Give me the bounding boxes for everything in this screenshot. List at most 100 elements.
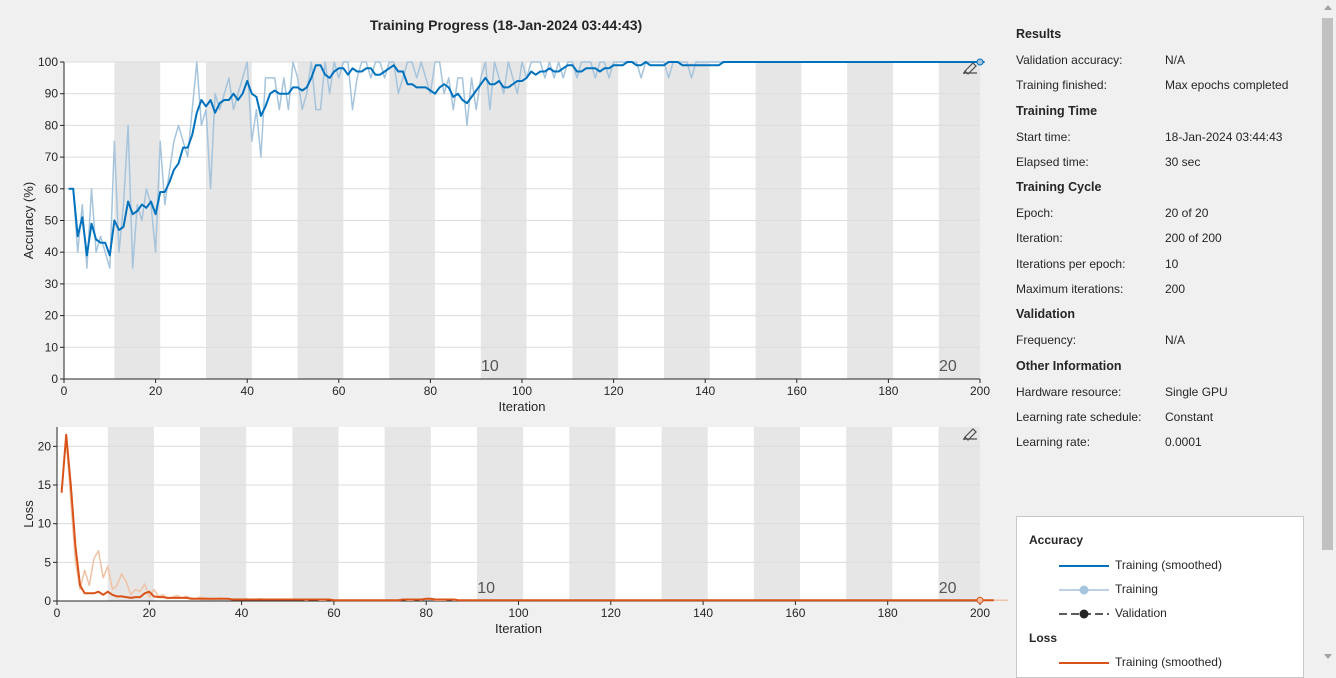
- x-tick-label: 60: [327, 606, 341, 620]
- info-row: Iteration: 200 of 200: [1016, 230, 1316, 255]
- y-axis-label: Accuracy (%): [21, 182, 36, 259]
- results-panel: Results Validation accuracy: N/A Training f…: [1016, 26, 1316, 460]
- legend-item-label: Training (smoothed): [1115, 655, 1222, 669]
- info-label: Iteration:: [1016, 231, 1063, 246]
- info-label: Training finished:: [1016, 78, 1107, 93]
- legend-item-label: Training: [1115, 582, 1158, 596]
- info-row: Iterations per epoch: 10: [1016, 256, 1316, 281]
- y-tick-label: 100: [38, 55, 58, 69]
- x-axis-label: Iteration: [495, 621, 542, 636]
- accuracy-axes: 0 10 20 30 40 50 60 70 80 90 100 0 20 40 60 80 100 120 140…: [21, 55, 990, 414]
- info-label: Start time:: [1016, 129, 1071, 144]
- info-value: 30 sec: [1165, 154, 1201, 169]
- export-icon[interactable]: [963, 428, 977, 441]
- epoch-label: 20: [939, 580, 957, 597]
- y-tick-label: 20: [38, 439, 52, 453]
- epoch-band: [292, 427, 339, 601]
- x-tick-label: 60: [332, 384, 346, 398]
- x-tick-label: 180: [878, 606, 898, 620]
- epoch-band: [661, 427, 708, 601]
- info-value: N/A: [1165, 53, 1186, 67]
- info-row: Learning rate schedule: Constant: [1016, 409, 1316, 434]
- epoch-label: 10: [481, 358, 499, 375]
- info-value: 200 of 200: [1165, 231, 1222, 246]
- legend-marker: [1079, 609, 1089, 619]
- info-label: Frequency:: [1016, 333, 1077, 348]
- info-row: Frequency: N/A: [1016, 332, 1316, 357]
- info-value: Max epochs completed: [1165, 78, 1289, 93]
- info-value: 0.0001: [1165, 435, 1202, 450]
- x-tick-label: 140: [695, 384, 715, 398]
- y-tick-label: 80: [45, 118, 59, 132]
- legend-item-label: Training (smoothed): [1115, 558, 1222, 572]
- x-tick-label: 80: [420, 606, 434, 620]
- info-row: Training finished: Max epochs completed: [1016, 77, 1316, 102]
- info-row: Start time: 18-Jan-2024 03:44:43: [1016, 129, 1316, 154]
- x-axis-label: Iteration: [499, 399, 546, 414]
- epoch-label: 20: [939, 358, 957, 375]
- info-value: 200: [1165, 282, 1186, 297]
- x-tick-label: 40: [235, 606, 249, 620]
- series-end-marker: [976, 58, 984, 66]
- y-tick-label: 70: [45, 150, 59, 164]
- training-charts: Training Progress (18-Jan-2024 03:44:43)…: [21, 17, 1008, 636]
- x-tick-label: 20: [149, 384, 163, 398]
- info-label: Elapsed time:: [1016, 154, 1089, 169]
- epoch-band: [846, 427, 893, 601]
- info-row: Elapsed time: 30 sec: [1016, 154, 1316, 179]
- info-value: 10: [1165, 256, 1179, 271]
- legend-symbol: [1059, 585, 1109, 595]
- y-tick-label: 30: [45, 277, 59, 291]
- x-tick-label: 200: [970, 384, 990, 398]
- x-tick-label: 200: [970, 606, 990, 620]
- info-value: 20 of 20: [1165, 206, 1209, 221]
- legend-symbol: [1059, 609, 1109, 619]
- legend-panel: Accuracy Training (smoothed) Training Vali…: [1016, 516, 1304, 678]
- y-tick-label: 15: [38, 478, 52, 492]
- y-tick-label: 20: [45, 309, 59, 323]
- info-row: Validation accuracy: N/A: [1016, 52, 1316, 77]
- x-tick-label: 0: [61, 384, 68, 398]
- scrollbar-thumb[interactable]: [1322, 18, 1333, 550]
- info-label: Hardware resource:: [1016, 384, 1122, 399]
- y-tick-label: 40: [45, 245, 59, 259]
- legend-loss-title: Loss: [1029, 631, 1058, 645]
- legend-item-label: Validation: [1115, 606, 1167, 620]
- epoch-band: [753, 427, 801, 601]
- section-title: Results: [1016, 27, 1062, 41]
- y-tick-label: 60: [45, 182, 59, 196]
- y-tick-label: 90: [45, 87, 59, 101]
- info-row: Maximum iterations: 200: [1016, 281, 1316, 306]
- legend-accuracy-title: Accuracy: [1029, 533, 1084, 547]
- series-end-marker: [976, 596, 984, 604]
- info-row: Epoch: 20 of 20: [1016, 205, 1316, 230]
- export-icon[interactable]: [963, 62, 977, 75]
- scroll-up-arrow-icon[interactable]: [1324, 5, 1332, 10]
- x-tick-label: 100: [508, 606, 528, 620]
- x-tick-label: 40: [241, 384, 255, 398]
- series-line-smoothed: [68, 61, 985, 257]
- y-tick-label: 50: [45, 214, 59, 228]
- x-tick-label: 20: [143, 606, 157, 620]
- epoch-band: [938, 427, 980, 601]
- epoch-band: [384, 427, 431, 601]
- section-title: Other Information: [1016, 358, 1122, 373]
- x-tick-label: 100: [512, 384, 532, 398]
- x-tick-label: 140: [693, 606, 713, 620]
- legend-symbol: [1059, 565, 1109, 567]
- chart-title: Training Progress (18-Jan-2024 03:44:43): [370, 17, 642, 33]
- series-line-smoothed: [60, 433, 994, 602]
- x-tick-label: 160: [785, 606, 805, 620]
- y-tick-label: 10: [38, 517, 52, 531]
- epoch-band: [476, 427, 524, 601]
- y-tick-label: 0: [44, 594, 51, 608]
- x-tick-label: 80: [424, 384, 438, 398]
- x-tick-label: 120: [604, 384, 624, 398]
- x-tick-label: 180: [878, 384, 898, 398]
- section-title: Validation: [1016, 307, 1076, 322]
- info-label: Iterations per epoch:: [1016, 256, 1126, 271]
- section-title: Training Time: [1016, 103, 1098, 118]
- y-tick-label: 0: [51, 372, 58, 386]
- scroll-down-arrow-icon[interactable]: [1324, 654, 1332, 659]
